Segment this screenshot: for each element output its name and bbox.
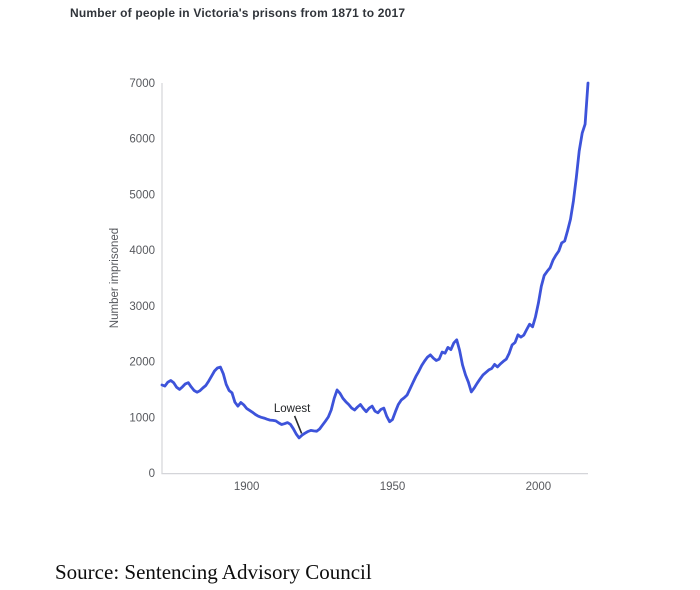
source-text: Source: Sentencing Advisory Council [55, 560, 372, 584]
chart-title: Number of people in Victoria's prisons f… [70, 6, 406, 20]
line-chart: 0 1000 2000 3000 4000 5000 6000 7000 1900 1950 200… [109, 78, 590, 493]
annotation-pointer-line [293, 415, 303, 434]
series-line [160, 81, 590, 440]
y-tick-label: 0 [149, 468, 155, 480]
x-tick-label: 2000 [526, 481, 552, 493]
axis-tick-labels: 0 1000 2000 3000 4000 5000 6000 7000 1900 1950 200… [129, 78, 551, 493]
y-tick-label: 2000 [129, 357, 155, 369]
y-axis-label: Number imprisoned [109, 228, 121, 328]
y-tick-label: 4000 [129, 245, 155, 257]
y-tick-label: 3000 [129, 301, 155, 313]
annotation-lowest-label: Lowest [274, 403, 311, 415]
x-tick-label: 1950 [380, 481, 406, 493]
x-tick-label: 1900 [234, 481, 260, 493]
y-tick-label: 7000 [129, 78, 155, 90]
y-tick-label: 1000 [129, 412, 155, 424]
y-tick-label: 6000 [129, 134, 155, 146]
y-tick-label: 5000 [129, 189, 155, 201]
